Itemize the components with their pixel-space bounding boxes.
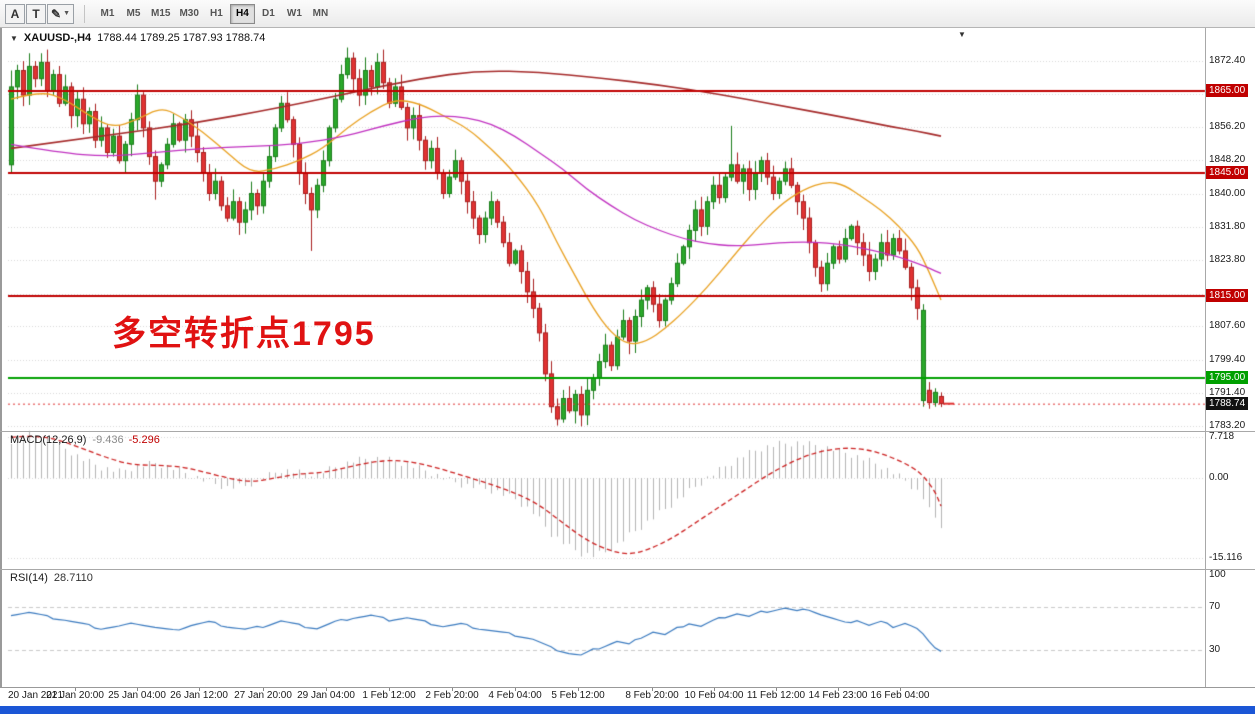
price-level-tag[interactable]: 1865.00	[1206, 84, 1249, 97]
price-axis-label: 1856.20	[1209, 121, 1246, 133]
timeframe-m1[interactable]: M1	[100, 8, 115, 19]
time-axis-tick	[578, 687, 579, 691]
time-axis-label: 16 Feb 04:00	[870, 690, 930, 701]
price-axis-label: 1872.40	[1209, 54, 1246, 66]
time-axis-label: 14 Feb 23:00	[808, 690, 868, 701]
rsi-label: RSI(14)	[10, 572, 48, 584]
timeframe-m15[interactable]: M15	[151, 8, 171, 19]
pane-separator-rsi[interactable]	[0, 569, 1255, 570]
price-axis-label: 1807.60	[1209, 320, 1246, 332]
timeframe-mn[interactable]: MN	[312, 8, 329, 19]
time-axis-label: 4 Feb 04:00	[488, 690, 542, 701]
text-tool-button[interactable]: T	[26, 3, 46, 24]
time-axis-label: 27 Jan 20:00	[234, 690, 292, 701]
price-axis-label: 1783.20	[1209, 420, 1246, 432]
macd-main-value: -9.436	[92, 434, 124, 446]
time-axis-tick	[838, 687, 839, 691]
current-price-tag: 1788.74	[1206, 396, 1249, 410]
toolbar-tools: A T ✎ ▼	[5, 3, 74, 24]
price-axis-label: 1831.80	[1209, 221, 1246, 233]
pane-separator-macd[interactable]	[0, 431, 1255, 432]
price-axis-label: 1799.40	[1209, 353, 1246, 365]
price-axis-line	[1205, 28, 1206, 687]
time-axis-tick	[199, 687, 200, 691]
rsi-value: 28.7110	[53, 572, 93, 584]
price-axis-label: 1823.80	[1209, 253, 1246, 265]
timeframe-m30[interactable]: M30	[179, 8, 199, 19]
rsi-header: RSI(14) 28.7110	[10, 572, 93, 584]
time-axis-label: 1 Feb 12:00	[362, 690, 416, 701]
time-axis-label: 2 Feb 20:00	[425, 690, 479, 701]
toolbar-separator	[84, 4, 85, 23]
macd-label: MACD(12,26,9)	[10, 434, 87, 446]
time-axis-tick	[326, 687, 327, 691]
chart-shift-marker[interactable]: ▼	[958, 30, 966, 39]
time-axis-label: 25 Jan 04:00	[108, 690, 166, 701]
price-level-tag[interactable]: 1795.00	[1206, 371, 1249, 384]
timeframe-d1[interactable]: D1	[262, 8, 275, 19]
timeframe-m5[interactable]: M5	[126, 8, 141, 19]
macd-header: MACD(12,26,9) -9.436 -5.296	[10, 434, 160, 446]
annotation-text[interactable]: 多空转折点1795	[112, 315, 376, 353]
macd-axis-label: 0.00	[1209, 472, 1229, 483]
time-axis-label: 8 Feb 20:00	[625, 690, 679, 701]
dropdown-caret-icon: ▼	[63, 10, 70, 17]
time-axis-tick	[652, 687, 653, 691]
window-left-edge	[0, 28, 2, 687]
time-axis-tick	[263, 687, 264, 691]
price-axis-label: 1840.00	[1209, 187, 1246, 199]
time-axis-label: 5 Feb 12:00	[551, 690, 605, 701]
time-axis-tick	[515, 687, 516, 691]
timeframe-w1[interactable]: W1	[286, 8, 302, 19]
timeframe-toolbar: M1 M5 M15 M30 H1 H4 D1 W1 MN	[95, 3, 333, 24]
rsi-axis-label: 70	[1209, 601, 1221, 612]
time-axis-tick	[75, 687, 76, 691]
price-level-tag[interactable]: 1845.00	[1206, 166, 1249, 179]
taskbar	[0, 706, 1255, 714]
ohlc-values: 1788.44 1789.25 1787.93 1788.74	[97, 32, 266, 44]
time-axis-label: 10 Feb 04:00	[684, 690, 744, 701]
time-axis-label: 11 Feb 12:00	[746, 690, 806, 701]
price-axis-label: 1791.40	[1209, 386, 1246, 398]
timeframe-h4[interactable]: H4	[229, 3, 255, 24]
symbol-dropdown-icon[interactable]: ▼	[10, 33, 18, 43]
time-axis-label: 20 Jan 2021	[8, 690, 64, 701]
time-axis-tick	[389, 687, 390, 691]
macd-axis-label: 7.718	[1209, 431, 1235, 443]
timeframe-h1[interactable]: H1	[210, 8, 223, 19]
price-level-tag[interactable]: 1815.00	[1206, 289, 1249, 302]
macd-axis-label: -15.116	[1209, 552, 1243, 564]
time-axis-border	[0, 687, 1255, 688]
toolbar: A T ✎ ▼ M1 M5 M15 M30 H1 H4 D1 W1 MN	[0, 0, 1255, 28]
macd-signal-value: -5.296	[128, 434, 160, 446]
symbol-label: XAUUSD-,H4	[23, 32, 92, 44]
draw-tool-button[interactable]: ✎ ▼	[47, 3, 74, 24]
chart-title: ▼ XAUUSD-,H4 1788.44 1789.25 1787.93 178…	[10, 32, 265, 44]
rsi-axis-label: 30	[1209, 644, 1221, 655]
arrow-tool-button[interactable]: A	[5, 3, 25, 24]
time-axis-label: 21 Jan 20:00	[46, 690, 104, 701]
time-axis-tick	[714, 687, 715, 691]
time-axis-label: 29 Jan 04:00	[297, 690, 355, 701]
time-axis-label: 26 Jan 12:00	[170, 690, 228, 701]
time-axis-tick	[137, 687, 138, 691]
price-axis-label: 1848.20	[1209, 153, 1246, 165]
rsi-axis-label: 100	[1209, 568, 1226, 580]
time-axis-tick	[776, 687, 777, 691]
time-axis-tick	[452, 687, 453, 691]
time-axis-tick	[900, 687, 901, 691]
